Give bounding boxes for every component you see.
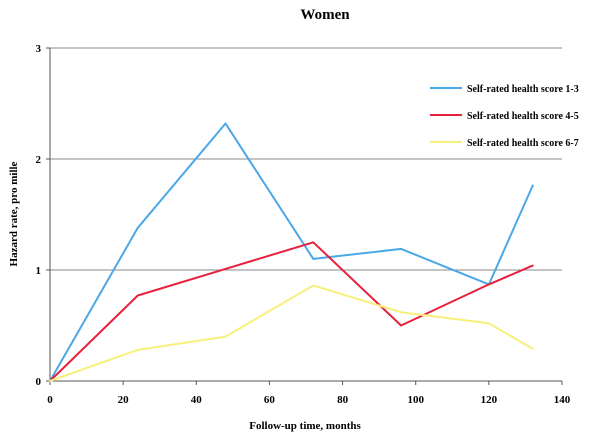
grid-lines	[50, 47, 562, 271]
legend-label-2: Self-rated health score 4-5	[467, 111, 579, 122]
y-tick-label-1: 1	[36, 265, 42, 277]
legend-label-1: Self-rated health score 1-3	[467, 84, 579, 95]
y-tick-label-0: 0	[36, 376, 42, 388]
legend-label-3: Self-rated health score 6-7	[467, 138, 579, 149]
x-tick-label-1: 20	[118, 394, 130, 406]
tick-labels: 0 1 2 3 0 20 40 60 80 100 120 140	[36, 43, 571, 406]
x-tick-label-7: 140	[554, 394, 571, 406]
x-tick-label-5: 100	[407, 394, 424, 406]
legend: Self-rated health score 1-3 Self-rated he…	[430, 84, 579, 149]
y-axis-label: Hazard rate, pro mille	[8, 161, 20, 266]
x-tick-label-2: 40	[191, 394, 203, 406]
series-line-3	[49, 284, 534, 382]
chart-title: Women	[300, 7, 350, 23]
x-axis-label: Follow-up time, months	[249, 420, 361, 432]
x-tick-label-4: 80	[337, 394, 349, 406]
x-tick-label-0: 0	[47, 394, 53, 406]
series-line-2	[49, 241, 534, 382]
x-tick-label-6: 120	[481, 394, 498, 406]
series-line-1	[49, 122, 534, 382]
series-lines	[49, 122, 534, 382]
y-tick-label-2: 2	[36, 154, 42, 166]
y-tick-label-3: 3	[36, 43, 42, 55]
x-tick-label-3: 60	[264, 394, 276, 406]
axes	[46, 47, 563, 385]
